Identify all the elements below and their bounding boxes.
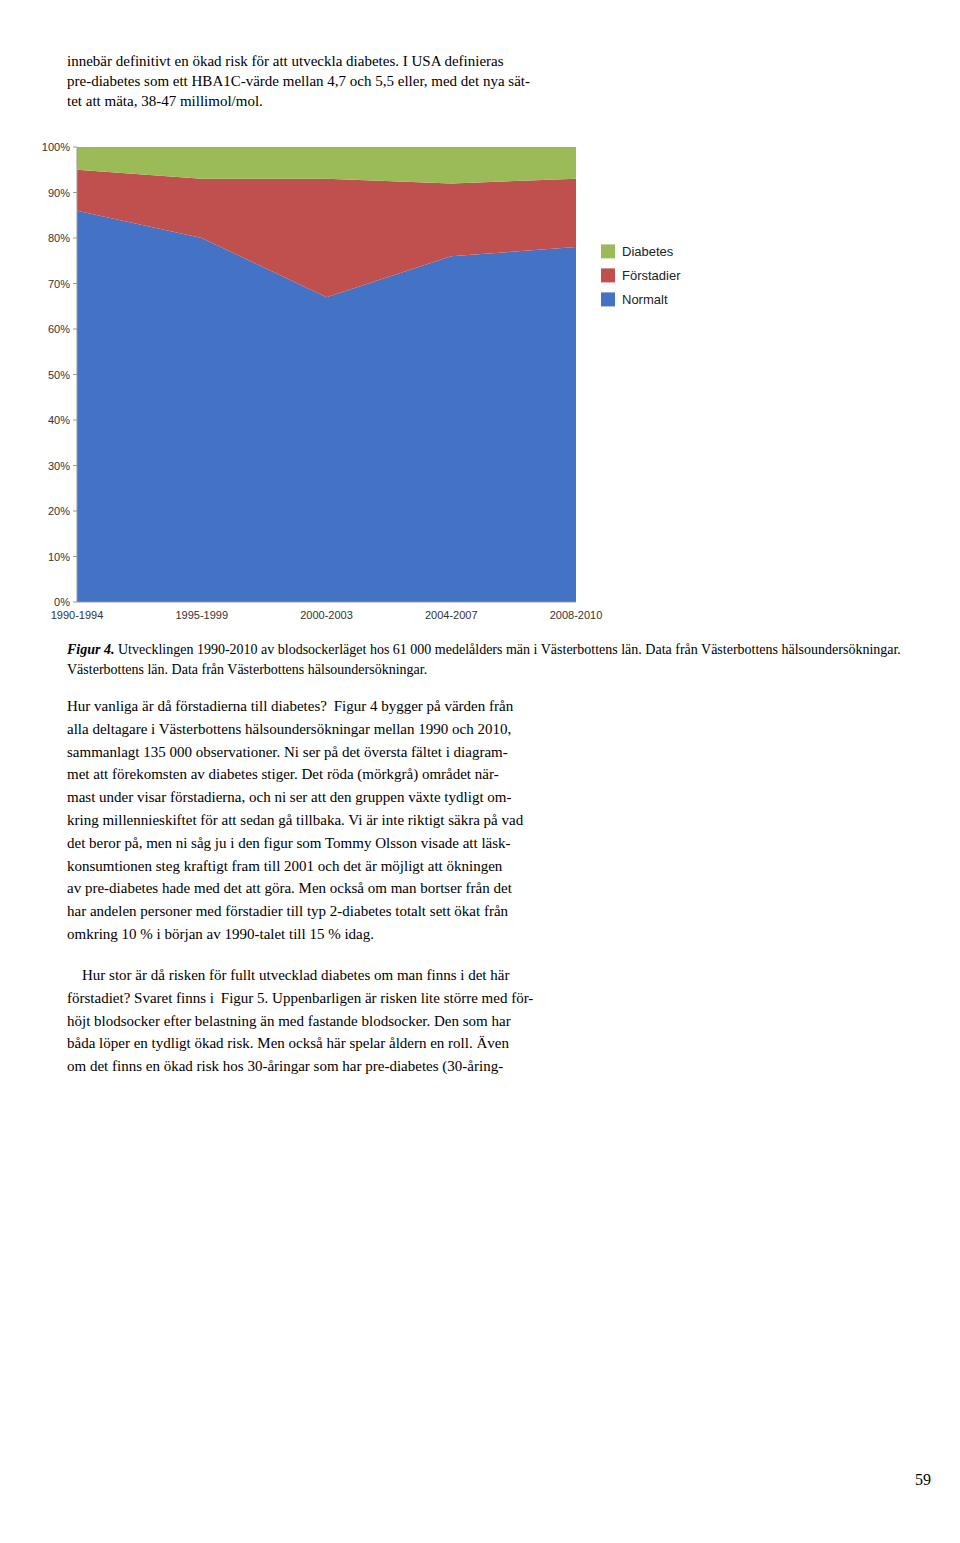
y-tick-label: 80%: [48, 232, 70, 244]
top-text-line: innebär definitivt en ökad risk för att …: [67, 53, 504, 69]
caption: Figur 4. Utvecklingen 1990-2010 av blods…: [66, 642, 901, 677]
body-line: om det finns en ökad risk hos 30-åringar…: [67, 1058, 503, 1075]
y-tick: [73, 374, 77, 375]
y-tick-label: 50%: [48, 369, 70, 381]
areas: [77, 147, 576, 602]
body-line: förstadiet? Svaret finns i Figur 5. Uppe…: [67, 990, 533, 1006]
y-tick-label: 60%: [48, 323, 70, 335]
body-line: omkring 10 % i början av 1990-talet till…: [67, 926, 374, 942]
top-text-line: tet att mäta, 38-47 millimol/mol.: [67, 93, 263, 109]
body-line: det beror på, men ni såg ju i den figur …: [67, 835, 511, 851]
y-tick: [73, 238, 77, 239]
y-tick: [73, 556, 77, 557]
legend-label: Förstadier: [622, 268, 681, 283]
y-tick-label: 90%: [48, 187, 70, 199]
y-tick-label: 40%: [48, 414, 70, 426]
y-tick-label: 10%: [48, 551, 70, 563]
body-line: kring millennieskiftet för att sedan gå …: [67, 812, 524, 828]
y-tick-label: 30%: [48, 460, 70, 472]
y-tick: [73, 420, 77, 421]
y-tick-label: 100%: [42, 141, 70, 153]
caption-text: Västerbottens län. Data från Västerbotte…: [67, 662, 427, 677]
legend-swatch: [601, 244, 615, 258]
x-axis-line: [77, 602, 576, 603]
body-line: alla deltagare i Västerbottens hälsounde…: [67, 721, 511, 737]
y-tick: [73, 329, 77, 330]
y-tick: [73, 283, 77, 284]
y-tick-label: 70%: [48, 278, 70, 290]
y-tick: [73, 511, 77, 512]
page: innebär definitivt en ökad risk för att …: [0, 0, 960, 1543]
x-tick-label: 1995-1999: [175, 609, 228, 621]
page-number: 59: [915, 1471, 931, 1488]
y-tick-label: 0%: [54, 596, 70, 608]
body-line: båda löper en tydligt ökad risk. Men ock…: [67, 1035, 509, 1051]
body-line: sammanlagt 135 000 observationer. Ni ser…: [67, 744, 508, 760]
y-tick: [73, 465, 77, 466]
page-background: [0, 0, 960, 1543]
body-text: Hur vanliga är då förstadierna till diab…: [67, 698, 533, 1075]
x-tick-label: 2008-2010: [550, 609, 603, 621]
legend-label: Diabetes: [622, 244, 674, 259]
caption-label: Figur 4.: [66, 642, 114, 657]
body-line: höjt blodsocker efter belastning än med …: [67, 1013, 511, 1029]
body-line: met att förekomsten av diabetes stiger. …: [67, 766, 499, 783]
body-line: har andelen personer med förstadier till…: [67, 903, 509, 919]
body-line: konsumtionen steg kraftigt fram till 200…: [67, 858, 503, 874]
legend-swatch: [601, 268, 615, 282]
area-series: [77, 170, 576, 297]
chart: 0% 10% 20% 30% 40% 50% 60% 70% 80% 90% 100% 1990-19…: [42, 141, 681, 621]
y-tick: [73, 192, 77, 193]
x-tick-label: 1990-1994: [51, 609, 104, 621]
area-series: [77, 147, 576, 183]
legend-swatch: [601, 292, 615, 306]
x-tick-label: 2004-2007: [425, 609, 478, 621]
body-line: av pre-diabetes hade med det att göra. M…: [67, 880, 513, 896]
x-tick-label: 2000-2003: [300, 609, 353, 621]
y-tick: [73, 147, 77, 148]
body-line: Hur vanliga är då förstadierna till diab…: [67, 698, 514, 714]
axes: 0% 10% 20% 30% 40% 50% 60% 70% 80% 90% 100% 1990-19…: [42, 141, 602, 621]
y-tick: [73, 602, 77, 603]
body-line: mast under visar förstadierna, och ni se…: [67, 789, 511, 805]
caption-text: Utvecklingen 1990-2010 av blodsockerläge…: [114, 642, 900, 657]
legend-label: Normalt: [622, 292, 668, 307]
top-text: innebär definitivt en ökad risk för att …: [67, 53, 530, 109]
legend: Diabetes Förstadier Normalt: [601, 244, 681, 307]
top-text-line: pre-diabetes som ett HBA1C-värde mellan …: [67, 73, 530, 89]
body-line: Hur stor är då risken för fullt utveckla…: [67, 967, 509, 983]
y-tick-label: 20%: [48, 505, 70, 517]
